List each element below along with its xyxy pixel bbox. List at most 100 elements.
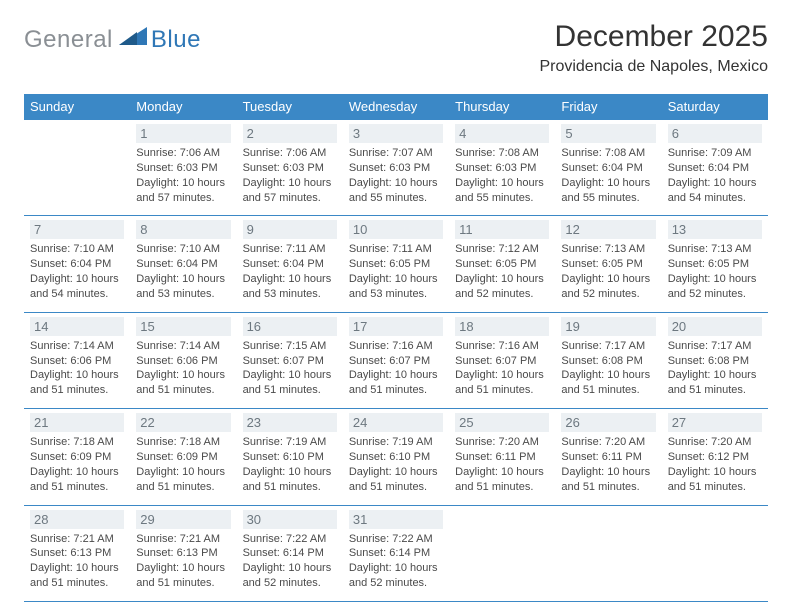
day-of-week-header: Friday — [555, 94, 661, 120]
calendar-day-cell: 29Sunrise: 7:21 AMSunset: 6:13 PMDayligh… — [130, 505, 236, 601]
calendar-day-cell: 19 Sunrise: 7:17 AMSunset: 6:08 PMDayligh… — [555, 312, 661, 408]
day-details: Sunrise: 7:16 AMSunset: 6:07 PMDaylight:… — [349, 339, 443, 398]
day-number: 14 — [30, 317, 124, 336]
day-details: Sunrise: 7:12 AMSunset: 6:05 PMDaylight:… — [455, 242, 549, 301]
day-details: Sunrise: 7:20 AMSunset: 6:11 PMDaylight:… — [455, 435, 549, 494]
calendar-day-cell: 6 Sunrise: 7:09 AMSunset: 6:04 PMDaylight… — [662, 120, 768, 216]
day-details: Sunrise: 7:06 AMSunset: 6:03 PMDaylight:… — [243, 146, 337, 205]
day-details: Sunrise: 7:20 AMSunset: 6:12 PMDaylight:… — [668, 435, 762, 494]
day-details: Sunrise: 7:06 AMSunset: 6:03 PMDaylight:… — [136, 146, 230, 205]
calendar-header: SundayMondayTuesdayWednesdayThursdayFrid… — [24, 94, 768, 120]
calendar-day-cell: 9Sunrise: 7:11 AMSunset: 6:04 PMDaylight… — [237, 216, 343, 312]
calendar-week-row: 21 Sunrise: 7:18 AMSunset: 6:09 PMDayligh… — [24, 409, 768, 505]
calendar-day-cell: 21 Sunrise: 7:18 AMSunset: 6:09 PMDayligh… — [24, 409, 130, 505]
calendar-table: SundayMondayTuesdayWednesdayThursdayFrid… — [24, 94, 768, 602]
calendar-day-cell — [449, 505, 555, 601]
calendar-week-row: 1 Sunrise: 7:06 AMSunset: 6:03 PMDaylight… — [24, 120, 768, 216]
calendar-day-cell: 11 Sunrise: 7:12 AMSunset: 6:05 PMDayligh… — [449, 216, 555, 312]
calendar-day-cell: 14 Sunrise: 7:14 AMSunset: 6:06 PMDayligh… — [24, 312, 130, 408]
day-details: Sunrise: 7:14 AMSunset: 6:06 PMDaylight:… — [136, 339, 230, 398]
calendar-day-cell: 17 Sunrise: 7:16 AMSunset: 6:07 PMDayligh… — [343, 312, 449, 408]
day-number: 8 — [136, 220, 230, 239]
day-of-week-header: Thursday — [449, 94, 555, 120]
calendar-day-cell: 1 Sunrise: 7:06 AMSunset: 6:03 PMDaylight… — [130, 120, 236, 216]
day-number: 10 — [349, 220, 443, 239]
day-of-week-header: Tuesday — [237, 94, 343, 120]
calendar-day-cell — [555, 505, 661, 601]
day-details: Sunrise: 7:08 AMSunset: 6:04 PMDaylight:… — [561, 146, 655, 205]
calendar-body: 1 Sunrise: 7:06 AMSunset: 6:03 PMDaylight… — [24, 120, 768, 602]
day-number: 16 — [243, 317, 337, 336]
day-number: 18 — [455, 317, 549, 336]
calendar-day-cell: 3Sunrise: 7:07 AMSunset: 6:03 PMDaylight… — [343, 120, 449, 216]
day-details: Sunrise: 7:17 AMSunset: 6:08 PMDaylight:… — [668, 339, 762, 398]
day-number: 13 — [668, 220, 762, 239]
calendar-day-cell: 30 Sunrise: 7:22 AMSunset: 6:14 PMDayligh… — [237, 505, 343, 601]
logo-text-general: General — [24, 26, 113, 54]
calendar-day-cell: 18 Sunrise: 7:16 AMSunset: 6:07 PMDayligh… — [449, 312, 555, 408]
calendar-day-cell — [24, 120, 130, 216]
calendar-day-cell: 4Sunrise: 7:08 AMSunset: 6:03 PMDaylight… — [449, 120, 555, 216]
logo-triangle-icon — [119, 25, 147, 50]
day-details: Sunrise: 7:09 AMSunset: 6:04 PMDaylight:… — [668, 146, 762, 205]
day-details: Sunrise: 7:19 AMSunset: 6:10 PMDaylight:… — [243, 435, 337, 494]
calendar-day-cell: 7Sunrise: 7:10 AMSunset: 6:04 PMDaylight… — [24, 216, 130, 312]
day-number: 1 — [136, 124, 230, 143]
day-details: Sunrise: 7:18 AMSunset: 6:09 PMDaylight:… — [136, 435, 230, 494]
day-number: 28 — [30, 510, 124, 529]
day-details: Sunrise: 7:11 AMSunset: 6:04 PMDaylight:… — [243, 242, 337, 301]
day-details: Sunrise: 7:10 AMSunset: 6:04 PMDaylight:… — [136, 242, 230, 301]
day-number: 17 — [349, 317, 443, 336]
calendar-day-cell: 13Sunrise: 7:13 AMSunset: 6:05 PMDayligh… — [662, 216, 768, 312]
logo: General Blue — [24, 26, 201, 54]
day-number: 25 — [455, 413, 549, 432]
day-number: 6 — [668, 124, 762, 143]
calendar-day-cell: 22 Sunrise: 7:18 AMSunset: 6:09 PMDayligh… — [130, 409, 236, 505]
calendar-day-cell: 2 Sunrise: 7:06 AMSunset: 6:03 PMDaylight… — [237, 120, 343, 216]
day-of-week-header: Monday — [130, 94, 236, 120]
calendar-day-cell: 31Sunrise: 7:22 AMSunset: 6:14 PMDayligh… — [343, 505, 449, 601]
day-number: 20 — [668, 317, 762, 336]
location: Providencia de Napoles, Mexico — [539, 58, 768, 76]
day-details: Sunrise: 7:17 AMSunset: 6:08 PMDaylight:… — [561, 339, 655, 398]
day-number: 2 — [243, 124, 337, 143]
month-title: December 2025 — [539, 20, 768, 54]
day-number: 12 — [561, 220, 655, 239]
day-number: 3 — [349, 124, 443, 143]
day-number: 27 — [668, 413, 762, 432]
day-of-week-header: Sunday — [24, 94, 130, 120]
calendar-day-cell: 12Sunrise: 7:13 AMSunset: 6:05 PMDayligh… — [555, 216, 661, 312]
day-number: 21 — [30, 413, 124, 432]
day-number: 26 — [561, 413, 655, 432]
calendar-day-cell: 23 Sunrise: 7:19 AMSunset: 6:10 PMDayligh… — [237, 409, 343, 505]
calendar-day-cell: 16 Sunrise: 7:15 AMSunset: 6:07 PMDayligh… — [237, 312, 343, 408]
page: General Blue December 2025 Providencia d… — [0, 0, 792, 612]
calendar-day-cell: 28 Sunrise: 7:21 AMSunset: 6:13 PMDayligh… — [24, 505, 130, 601]
day-number: 15 — [136, 317, 230, 336]
day-details: Sunrise: 7:16 AMSunset: 6:07 PMDaylight:… — [455, 339, 549, 398]
logo-text-blue: Blue — [151, 26, 201, 54]
calendar-day-cell: 27 Sunrise: 7:20 AMSunset: 6:12 PMDayligh… — [662, 409, 768, 505]
day-number: 11 — [455, 220, 549, 239]
calendar-day-cell: 5 Sunrise: 7:08 AMSunset: 6:04 PMDaylight… — [555, 120, 661, 216]
day-details: Sunrise: 7:15 AMSunset: 6:07 PMDaylight:… — [243, 339, 337, 398]
day-number: 30 — [243, 510, 337, 529]
calendar-day-cell: 15 Sunrise: 7:14 AMSunset: 6:06 PMDayligh… — [130, 312, 236, 408]
calendar-day-cell: 10Sunrise: 7:11 AMSunset: 6:05 PMDayligh… — [343, 216, 449, 312]
day-number: 5 — [561, 124, 655, 143]
day-number: 22 — [136, 413, 230, 432]
day-details: Sunrise: 7:21 AMSunset: 6:13 PMDaylight:… — [30, 532, 124, 591]
day-details: Sunrise: 7:19 AMSunset: 6:10 PMDaylight:… — [349, 435, 443, 494]
calendar-week-row: 7 Sunrise: 7:10 AMSunset: 6:04 PMDaylight… — [24, 216, 768, 312]
day-number: 7 — [30, 220, 124, 239]
day-details: Sunrise: 7:14 AMSunset: 6:06 PMDaylight:… — [30, 339, 124, 398]
day-number: 19 — [561, 317, 655, 336]
day-details: Sunrise: 7:18 AMSunset: 6:09 PMDaylight:… — [30, 435, 124, 494]
day-number: 23 — [243, 413, 337, 432]
day-number: 4 — [455, 124, 549, 143]
header: General Blue December 2025 Providencia d… — [24, 20, 768, 84]
day-details: Sunrise: 7:20 AMSunset: 6:11 PMDaylight:… — [561, 435, 655, 494]
calendar-day-cell: 24Sunrise: 7:19 AMSunset: 6:10 PMDayligh… — [343, 409, 449, 505]
day-details: Sunrise: 7:22 AMSunset: 6:14 PMDaylight:… — [243, 532, 337, 591]
calendar-day-cell: 25 Sunrise: 7:20 AMSunset: 6:11 PMDayligh… — [449, 409, 555, 505]
